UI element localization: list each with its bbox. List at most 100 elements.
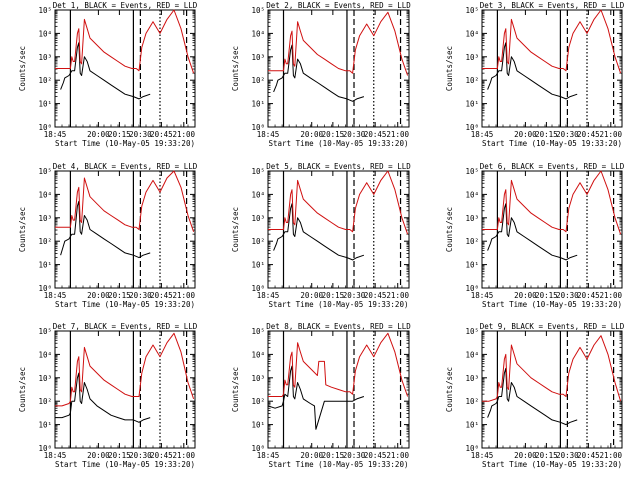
detector-panel-1: Det 1, BLACK = Events, RED = LLD 10⁰ 10¹ 10…	[18, 1, 198, 148]
y-tick-label: 10⁰	[465, 284, 479, 293]
detector-panel-7: Det 7, BLACK = Events, RED = LLD 10⁰ 10¹ 10…	[18, 322, 198, 469]
x-tick-label: 21:00	[173, 291, 196, 300]
x-tick-label: 20:15	[535, 291, 558, 300]
detector-panel-2: Det 2, BLACK = Events, RED = LLD 10⁰ 10¹ 10…	[231, 1, 411, 148]
x-tick-label: 20:15	[108, 451, 131, 460]
y-tick-label: 10⁴	[38, 29, 52, 38]
y-tick-label: 10⁴	[251, 350, 265, 359]
x-tick-label: 20:45	[577, 291, 600, 300]
y-tick-label: 10²	[38, 397, 52, 406]
detector-panel-3: Det 3, BLACK = Events, RED = LLD 10⁰ 10¹ 10…	[445, 1, 625, 148]
x-tick-label: 20:15	[322, 130, 345, 139]
y-axis-label: Counts/sec	[18, 367, 27, 412]
detector-panel-5: Det 5, BLACK = Events, RED = LLD 10⁰ 10¹ 10…	[231, 162, 411, 309]
y-tick-label: 10⁴	[251, 29, 265, 38]
y-tick-label: 10⁰	[465, 123, 479, 132]
y-tick-label: 10²	[38, 76, 52, 85]
x-tick-label: 21:00	[173, 130, 196, 139]
x-tick-label: 20:45	[364, 291, 387, 300]
x-tick-label: 21:00	[386, 291, 409, 300]
y-tick-label: 10⁰	[251, 444, 265, 453]
plot-frame	[481, 330, 623, 449]
y-tick-label: 10⁵	[251, 327, 265, 336]
y-tick-label: 10⁴	[465, 350, 479, 359]
panel-title: Det 6, BLACK = Events, RED = LLD	[480, 162, 625, 171]
x-axis-label: Start Time (10-May-05 19:33:20)	[269, 460, 409, 469]
y-axis-label: Counts/sec	[231, 46, 240, 91]
x-tick-label: 20:45	[364, 451, 387, 460]
x-tick-label: 21:00	[386, 451, 409, 460]
y-tick-label: 10¹	[38, 421, 52, 430]
x-tick-label: 20:30	[343, 291, 366, 300]
detector-panel-8: Det 8, BLACK = Events, RED = LLD 10⁰ 10¹ 10…	[231, 322, 411, 469]
x-tick-label: 21:00	[173, 451, 196, 460]
series-red-line	[482, 9, 622, 74]
x-tick-label: 20:00	[514, 130, 537, 139]
panel-title: Det 8, BLACK = Events, RED = LLD	[266, 322, 411, 331]
y-tick-label: 10³	[38, 374, 52, 383]
series-red-line	[268, 332, 409, 397]
y-tick-label: 10²	[465, 397, 479, 406]
series-red-line	[55, 332, 195, 407]
x-tick-label: 21:00	[600, 291, 623, 300]
y-tick-label: 10²	[251, 237, 265, 246]
x-tick-label: 20:45	[150, 451, 173, 460]
x-axis-label: Start Time (10-May-05 19:33:20)	[482, 300, 622, 309]
series-red-line	[55, 170, 195, 232]
series-black-line	[267, 365, 365, 430]
x-tick-label: 18:45	[471, 451, 494, 460]
y-tick-label: 10⁰	[38, 123, 52, 132]
x-tick-label: 20:30	[129, 130, 152, 139]
x-tick-label: 20:00	[87, 291, 110, 300]
y-tick-label: 10³	[38, 53, 52, 62]
panel-title: Det 2, BLACK = Events, RED = LLD	[266, 1, 411, 10]
x-axis-label: Start Time (10-May-05 19:33:20)	[482, 460, 622, 469]
x-tick-label: 20:00	[87, 451, 110, 460]
y-tick-label: 10¹	[251, 261, 265, 270]
series-black-line	[487, 203, 578, 261]
y-tick-label: 10⁵	[251, 167, 265, 176]
y-axis-label: Counts/sec	[18, 46, 27, 91]
series-black-line	[487, 367, 578, 426]
y-tick-label: 10³	[251, 53, 265, 62]
y-tick-label: 10³	[38, 214, 52, 223]
y-tick-label: 10²	[465, 76, 479, 85]
y-axis-label: Counts/sec	[18, 207, 27, 252]
x-tick-label: 21:00	[600, 451, 623, 460]
x-tick-label: 20:15	[322, 291, 345, 300]
y-tick-label: 10²	[251, 76, 265, 85]
y-tick-label: 10¹	[465, 100, 479, 109]
series-red-line	[482, 335, 622, 402]
y-tick-label: 10³	[465, 53, 479, 62]
x-tick-label: 20:30	[129, 451, 152, 460]
x-tick-label: 18:45	[471, 291, 494, 300]
y-tick-label: 10⁰	[251, 284, 265, 293]
y-tick-label: 10¹	[465, 421, 479, 430]
y-tick-label: 10³	[251, 214, 265, 223]
y-tick-label: 10⁵	[465, 6, 479, 15]
y-tick-label: 10²	[251, 397, 265, 406]
series-red-line	[482, 170, 622, 235]
x-tick-label: 20:00	[300, 291, 323, 300]
x-tick-label: 18:45	[44, 451, 67, 460]
series-black-line	[60, 200, 151, 259]
y-tick-label: 10⁰	[465, 444, 479, 453]
x-tick-label: 18:45	[44, 130, 67, 139]
y-tick-label: 10⁵	[251, 6, 265, 15]
y-tick-label: 10⁴	[38, 190, 52, 199]
y-axis-label: Counts/sec	[231, 207, 240, 252]
y-axis-label: Counts/sec	[445, 46, 454, 91]
x-tick-label: 20:30	[556, 291, 579, 300]
x-tick-label: 20:15	[108, 291, 131, 300]
x-axis-label: Start Time (10-May-05 19:33:20)	[482, 139, 622, 148]
x-tick-label: 20:30	[556, 130, 579, 139]
y-tick-label: 10³	[251, 374, 265, 383]
panel-title: Det 5, BLACK = Events, RED = LLD	[266, 162, 411, 171]
x-axis-label: Start Time (10-May-05 19:33:20)	[55, 300, 195, 309]
y-tick-label: 10⁵	[465, 167, 479, 176]
x-tick-label: 20:45	[577, 130, 600, 139]
y-tick-label: 10⁴	[465, 190, 479, 199]
detector-panel-9: Det 9, BLACK = Events, RED = LLD 10⁰ 10¹ 10…	[445, 322, 625, 469]
y-tick-label: 10⁵	[38, 6, 52, 15]
